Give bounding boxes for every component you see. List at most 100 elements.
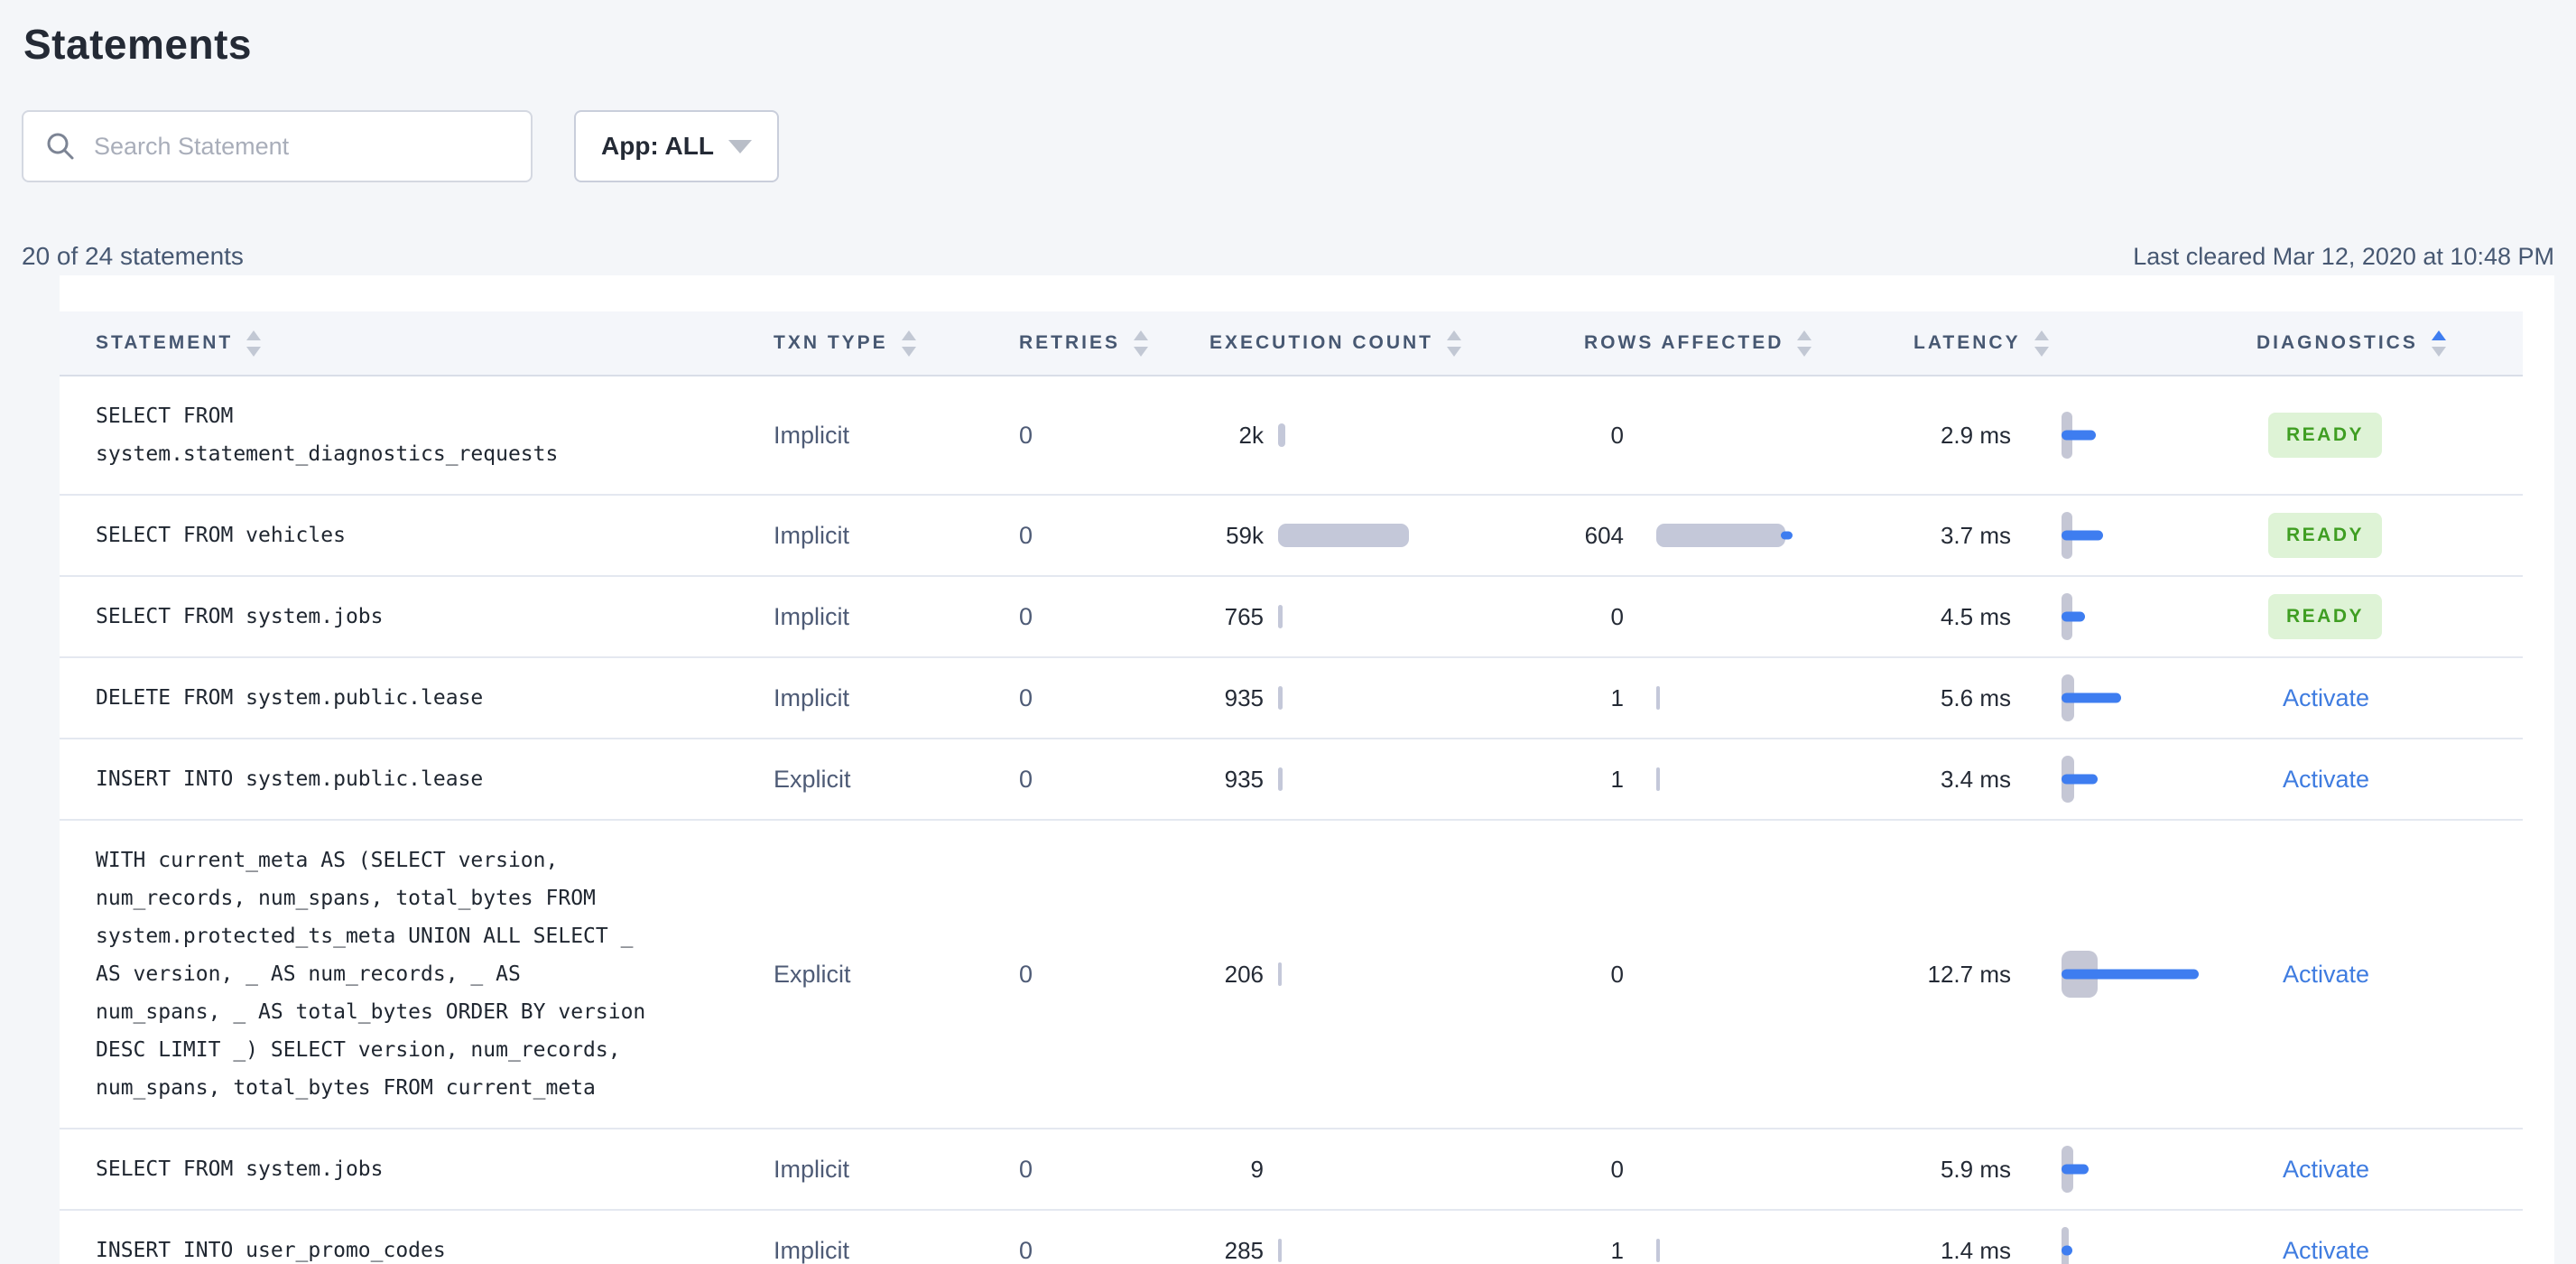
execution-count-value: 206	[1224, 960, 1264, 988]
diagnostics-cell: READY	[2256, 413, 2523, 458]
statement-link[interactable]: INSERT INTO user_promo_codes	[96, 1239, 446, 1262]
latency-cell: 4.5 ms	[1913, 591, 2256, 642]
column-header-retries[interactable]: RETRIES	[1019, 330, 1209, 357]
execution-count-value: 765	[1224, 602, 1264, 630]
statement-link[interactable]: SELECT FROM system.jobs	[96, 605, 384, 628]
latency-value: 4.5 ms	[1940, 602, 2011, 630]
statement-cell: SELECT FROM vehicles	[60, 496, 774, 575]
execution-count-barbox	[1278, 949, 1432, 999]
latency-cell: 12.7 ms	[1913, 949, 2256, 999]
rows-affected-barbox	[1656, 591, 1810, 642]
latency-cell: 5.6 ms	[1913, 673, 2256, 723]
execution-count-bar	[1278, 962, 1282, 986]
latency-chart	[2062, 410, 2215, 460]
retries-cell: 0	[1019, 421, 1033, 449]
diagnostics-activate-link[interactable]: Activate	[2283, 960, 2370, 988]
column-header-diagnostics[interactable]: DIAGNOSTICS	[2256, 330, 2523, 357]
latency-chart	[2062, 591, 2215, 642]
rows-affected-barbox	[1656, 1225, 1810, 1264]
column-header-latency[interactable]: LATENCY	[1913, 330, 2256, 357]
rows-affected-cell: 0	[1584, 949, 1913, 999]
sort-arrows-icon	[1447, 330, 1462, 357]
latency-chart	[2062, 754, 2215, 804]
table-body: SELECT FROM system.statement_diagnostics…	[60, 376, 2523, 1264]
rows-affected-value: 604	[1584, 521, 1624, 549]
latency-cell: 3.4 ms	[1913, 754, 2256, 804]
column-header-txn-type[interactable]: TXN TYPE	[774, 330, 1019, 357]
latency-chart	[2062, 673, 2215, 723]
latency-chart	[2062, 510, 2215, 561]
statements-table-card: STATEMENT TXN TYPE RETRIES EXECUTION COU…	[60, 275, 2554, 1264]
execution-count-bar	[1278, 1239, 1282, 1262]
statement-link[interactable]: SELECT FROM vehicles	[96, 524, 346, 547]
sort-arrows-icon	[246, 330, 262, 357]
app-filter-dropdown[interactable]: App: ALL	[574, 110, 779, 182]
txn-type-cell: Implicit	[774, 421, 850, 449]
retries-cell: 0	[1019, 1155, 1033, 1183]
search-box[interactable]	[22, 110, 533, 182]
app-filter-label: App: ALL	[601, 132, 714, 160]
retries-cell: 0	[1019, 683, 1033, 711]
rows-affected-cell: 1	[1584, 673, 1913, 723]
toolbar: App: ALL	[22, 110, 2576, 182]
last-cleared-text: Last cleared Mar 12, 2020 at 10:48 PM	[2133, 243, 2554, 270]
execution-count-barbox	[1278, 673, 1432, 723]
rows-affected-barbox	[1656, 754, 1810, 804]
table-row: INSERT INTO system.public.lease Explicit…	[60, 739, 2523, 821]
search-input[interactable]	[94, 132, 509, 161]
diagnostics-cell: Activate	[2256, 766, 2523, 794]
table-row: SELECT FROM vehicles Implicit 0 59k 604 …	[60, 496, 2523, 577]
latency-bar	[2062, 969, 2199, 980]
table-row: DELETE FROM system.public.lease Implicit…	[60, 658, 2523, 739]
latency-chart	[2062, 949, 2215, 999]
diagnostics-ready-badge[interactable]: READY	[2268, 413, 2383, 458]
rows-affected-bar	[1656, 524, 1785, 547]
statement-cell: SELECT FROM system.jobs	[60, 577, 774, 656]
latency-chart	[2062, 1225, 2215, 1264]
rows-affected-bar	[1656, 686, 1660, 710]
execution-count-cell: 9	[1209, 1144, 1584, 1194]
rows-affected-cell: 1	[1584, 754, 1913, 804]
table-row: SELECT FROM system.jobs Implicit 0 9 0 5…	[60, 1129, 2523, 1211]
column-header-statement[interactable]: STATEMENT	[60, 330, 774, 357]
statement-cell: DELETE FROM system.public.lease	[60, 658, 774, 738]
statements-table: STATEMENT TXN TYPE RETRIES EXECUTION COU…	[60, 311, 2523, 1264]
latency-bar	[2062, 430, 2096, 441]
page-header: Statements	[0, 0, 2576, 69]
rows-affected-value: 0	[1610, 602, 1624, 630]
latency-value: 12.7 ms	[1927, 960, 2012, 988]
diagnostics-activate-link[interactable]: Activate	[2283, 1155, 2370, 1183]
rows-affected-value: 1	[1610, 1236, 1624, 1264]
latency-cell: 2.9 ms	[1913, 410, 2256, 460]
sort-arrows-icon	[1134, 330, 1149, 357]
diagnostics-activate-link[interactable]: Activate	[2283, 683, 2370, 711]
diagnostics-ready-badge[interactable]: READY	[2268, 594, 2383, 639]
statement-link[interactable]: SELECT FROM system.jobs	[96, 1157, 384, 1181]
latency-value: 5.9 ms	[1940, 1155, 2011, 1183]
statement-link[interactable]: INSERT INTO system.public.lease	[96, 767, 484, 791]
statement-link[interactable]: DELETE FROM system.public.lease	[96, 686, 484, 710]
statement-link[interactable]: WITH current_meta AS (SELECT version, nu…	[96, 849, 646, 1100]
rows-affected-value: 1	[1610, 683, 1624, 711]
retries-cell: 0	[1019, 521, 1033, 549]
diagnostics-ready-badge[interactable]: READY	[2268, 513, 2383, 558]
execution-count-barbox	[1278, 1144, 1432, 1194]
column-header-execution-count[interactable]: EXECUTION COUNT	[1209, 330, 1584, 357]
latency-cell: 3.7 ms	[1913, 510, 2256, 561]
retries-cell: 0	[1019, 602, 1033, 630]
diagnostics-cell: Activate	[2256, 684, 2523, 712]
column-header-rows-affected[interactable]: ROWS AFFECTED	[1584, 330, 1913, 357]
rows-affected-cell: 0	[1584, 410, 1913, 460]
execution-count-cell: 285	[1209, 1225, 1584, 1264]
execution-count-value: 2k	[1238, 421, 1264, 449]
latency-value: 3.7 ms	[1940, 521, 2011, 549]
sort-arrows-icon	[1797, 330, 1812, 357]
meta-row: 20 of 24 statements Last cleared Mar 12,…	[22, 242, 2554, 271]
statement-link[interactable]: SELECT FROM system.statement_diagnostics…	[96, 404, 559, 466]
execution-count-bar	[1278, 686, 1283, 710]
diagnostics-cell: Activate	[2256, 1156, 2523, 1184]
txn-type-cell: Implicit	[774, 1236, 850, 1264]
statement-cell: SELECT FROM system.jobs	[60, 1129, 774, 1209]
diagnostics-activate-link[interactable]: Activate	[2283, 765, 2370, 793]
diagnostics-activate-link[interactable]: Activate	[2283, 1236, 2370, 1264]
